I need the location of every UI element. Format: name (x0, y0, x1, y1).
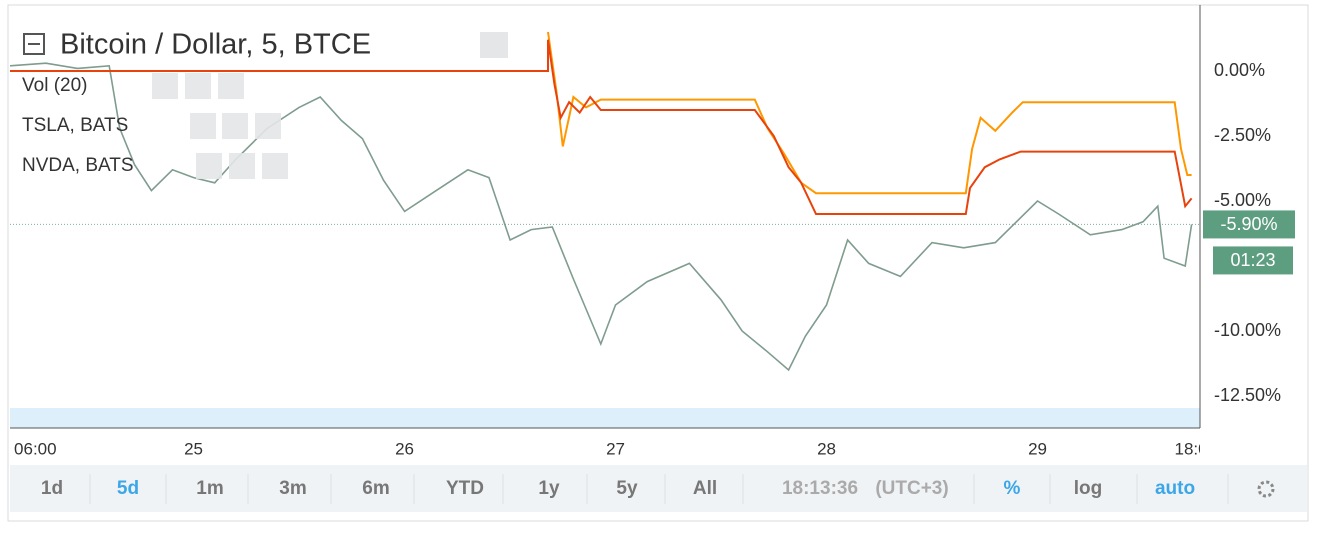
close-icon[interactable] (262, 153, 288, 179)
range-button[interactable]: 5d (117, 478, 139, 499)
x-tick-label: 28 (817, 439, 836, 458)
settings-button[interactable] (1257, 480, 1275, 498)
x-tick-label: 06:00 (14, 439, 57, 458)
legend-item: TSLA, BATS (22, 115, 128, 136)
settings-icon[interactable] (222, 113, 248, 139)
eye-icon[interactable] (190, 113, 216, 139)
last-value-label: -5.90% (1220, 214, 1277, 234)
eye-icon[interactable] (196, 153, 222, 179)
countdown: 01:23 (1230, 250, 1275, 270)
option-button[interactable]: log (1074, 478, 1103, 499)
range-button[interactable]: All (693, 478, 717, 499)
close-icon[interactable] (255, 113, 281, 139)
x-tick-label: 26 (395, 439, 414, 458)
range-button[interactable]: 1m (196, 478, 223, 499)
option-button[interactable]: % (1004, 478, 1021, 499)
range-button[interactable]: 1y (538, 478, 560, 499)
y-tick-label: -12.50% (1214, 385, 1281, 405)
toolbar (10, 465, 1307, 512)
range-button[interactable]: 3m (279, 478, 306, 499)
eye-icon[interactable] (152, 73, 178, 99)
y-tick-label: -2.50% (1214, 125, 1271, 145)
settings-icon[interactable] (229, 153, 255, 179)
range-button[interactable]: YTD (446, 478, 484, 499)
x-tick-label: 25 (184, 439, 203, 458)
legend-item: NVDA, BATS (22, 155, 134, 176)
countdown-badge (1213, 246, 1293, 275)
series-line (10, 39, 1193, 215)
y-tick-label: -10.00% (1214, 320, 1281, 340)
range-button[interactable]: 1d (41, 478, 63, 499)
clock-zone: (UTC+3) (875, 478, 948, 499)
legend-item: Vol (20) (22, 75, 87, 96)
chart-title: Bitcoin / Dollar, 5, BTCE (60, 29, 371, 61)
eye-icon[interactable] (480, 32, 508, 58)
clock-time: 18:13:36 (782, 478, 858, 499)
collapse-icon[interactable] (23, 33, 45, 55)
x-tick-label: 18:00 (1175, 439, 1218, 458)
range-button[interactable]: 6m (362, 478, 389, 499)
last-value-badge (1203, 210, 1295, 239)
settings-icon[interactable] (185, 73, 211, 99)
x-tick-label: 29 (1028, 439, 1047, 458)
series-line (547, 31, 1192, 195)
y-tick-label: -5.00% (1214, 190, 1271, 210)
x-tick-label: 27 (606, 439, 625, 458)
range-button[interactable]: 5y (616, 478, 638, 499)
volume-band (10, 408, 1200, 428)
option-button[interactable]: auto (1155, 478, 1195, 499)
close-icon[interactable] (218, 73, 244, 99)
y-tick-label: 0.00% (1214, 60, 1265, 80)
